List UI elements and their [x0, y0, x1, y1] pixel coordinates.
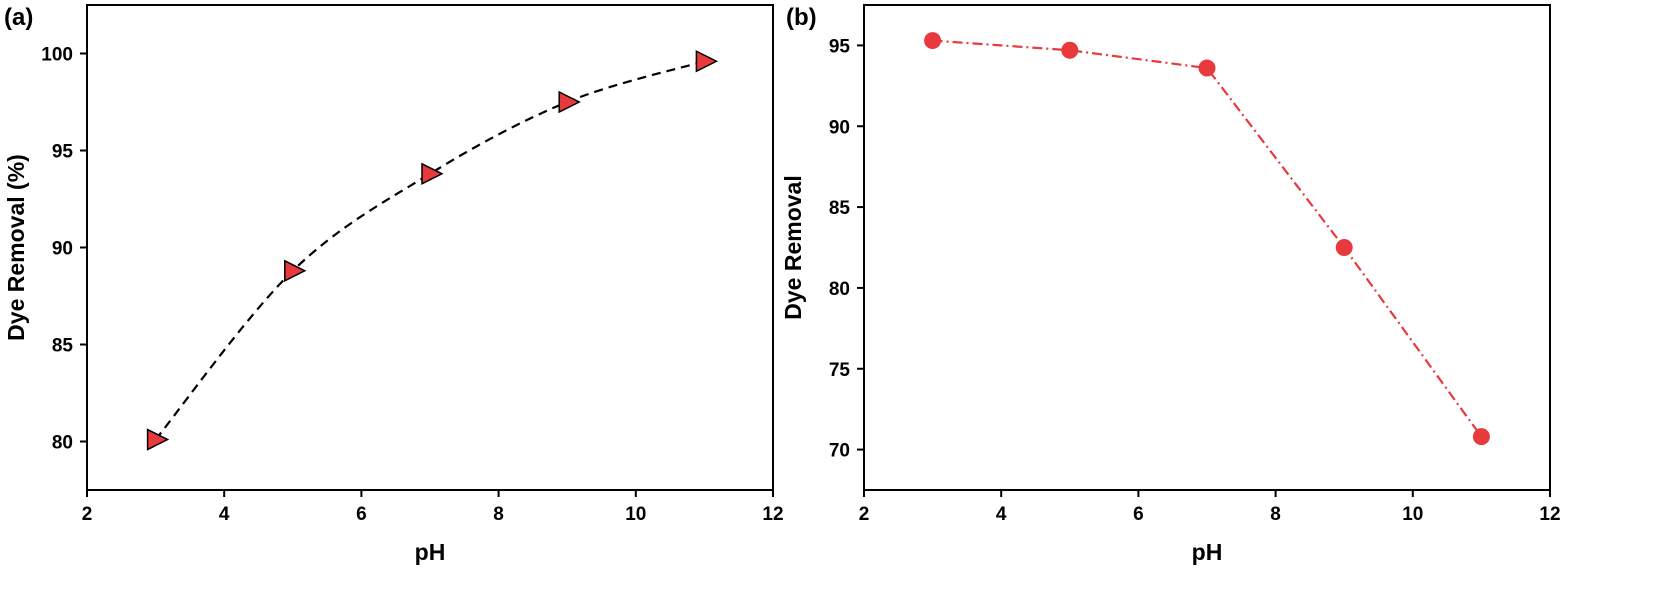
x-tick-label: 8	[1270, 504, 1281, 525]
series-line	[154, 60, 705, 441]
data-point	[1335, 239, 1353, 256]
x-tick-label: 10	[625, 504, 646, 525]
x-axis-title: pH	[1192, 539, 1223, 565]
y-tick-label: 80	[829, 279, 850, 300]
y-tick-label: 90	[52, 239, 73, 260]
data-point	[284, 259, 307, 282]
y-tick-label: 90	[829, 117, 850, 138]
y-tick-label: 100	[41, 45, 73, 66]
y-tick-label: 85	[52, 336, 74, 357]
data-point	[146, 428, 170, 451]
y-tick-label: 70	[829, 441, 850, 462]
plot-frame	[86, 4, 774, 491]
x-tick-label: 4	[996, 504, 1007, 525]
panel-a: 2 4 6 8 10 12 80 85 90 95 100 pH Dye Removal (%) (a)	[3, 4, 784, 565]
x-tick-label: 8	[493, 504, 504, 525]
data-point	[1472, 428, 1490, 446]
x-tick-label: 12	[1539, 504, 1560, 525]
x-tick-label: 10	[1402, 504, 1423, 525]
x-tick-label: 2	[82, 504, 93, 525]
panel-label: (a)	[4, 4, 33, 31]
y-tick-label: 80	[52, 433, 73, 454]
y-tick-label: 75	[829, 360, 851, 381]
data-point	[1198, 59, 1216, 77]
x-tick-label: 12	[762, 504, 783, 525]
x-tick-label: 4	[219, 504, 230, 525]
data-point	[558, 90, 581, 114]
y-tick-label: 85	[829, 198, 851, 219]
x-tick-label: 2	[859, 504, 870, 525]
y-tick-label: 95	[829, 36, 851, 57]
plot-frame	[863, 4, 1551, 491]
panel-b: 2 4 6 8 10 12 70 75 80 85 90 95 pH Dye Removal (b)	[780, 4, 1561, 565]
x-tick-label: 6	[356, 504, 367, 525]
y-tick-label: 95	[52, 142, 74, 163]
data-point	[421, 162, 444, 185]
y-axis-title: Dye Removal (%)	[3, 154, 29, 341]
y-axis-title: Dye Removal	[780, 175, 806, 319]
data-point	[924, 32, 942, 50]
data-point	[1061, 41, 1079, 59]
x-tick-label: 6	[1133, 504, 1144, 525]
data-point	[695, 50, 719, 73]
series-line	[932, 39, 1483, 438]
panel-label: (b)	[786, 4, 817, 31]
x-axis-title: pH	[415, 539, 446, 565]
